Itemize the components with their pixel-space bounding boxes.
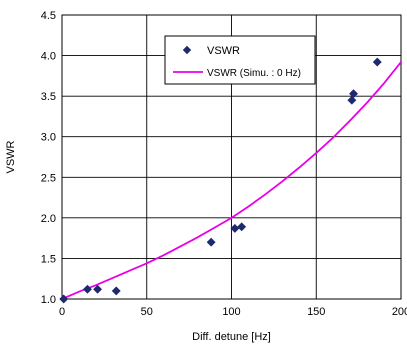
vswr-point [348, 89, 359, 99]
y-tick-label: 1.5 [41, 253, 56, 265]
vswr-point [206, 237, 216, 247]
y-tick-label: 2.5 [41, 172, 56, 184]
vswr-point [372, 57, 382, 67]
axis-layer: 0 50 100 150 200 1.0 1.5 2.0 2.5 3.0 3.5 4.0 4.5 Diff… [5, 10, 407, 343]
series-layer [59, 57, 401, 304]
vswr-point [111, 286, 121, 296]
vswr-point [237, 222, 247, 232]
legend-label: VSWR (Simu. : 0 Hz) [207, 68, 301, 79]
legend: VSWR VSWR (Simu. : 0 Hz) [164, 35, 316, 85]
x-tick-label: 0 [59, 306, 65, 318]
legend-marker [182, 45, 192, 55]
y-tick-label: 2.0 [41, 213, 56, 225]
x-tick-label: 200 [392, 306, 407, 318]
x-axis-title: Diff. detune [Hz] [192, 331, 271, 343]
vswr-point [93, 284, 103, 294]
simulation-curve [62, 61, 401, 299]
y-tick-label: 3.5 [41, 91, 56, 103]
x-tick-label: 50 [141, 306, 153, 318]
vswr-point [82, 284, 92, 294]
vswr-point [347, 95, 357, 105]
y-tick-label: 3.0 [41, 132, 56, 144]
vswr-point [59, 294, 69, 304]
legend-box [164, 35, 316, 85]
x-tick-label: 150 [307, 306, 325, 318]
y-tick-label: 4.0 [41, 51, 56, 63]
y-axis-title: VSWR [5, 140, 17, 173]
y-tick-label: 4.5 [41, 10, 56, 22]
y-tick-label: 1.0 [41, 294, 56, 306]
legend-label: VSWR [207, 45, 240, 57]
x-tick-label: 100 [222, 306, 240, 318]
